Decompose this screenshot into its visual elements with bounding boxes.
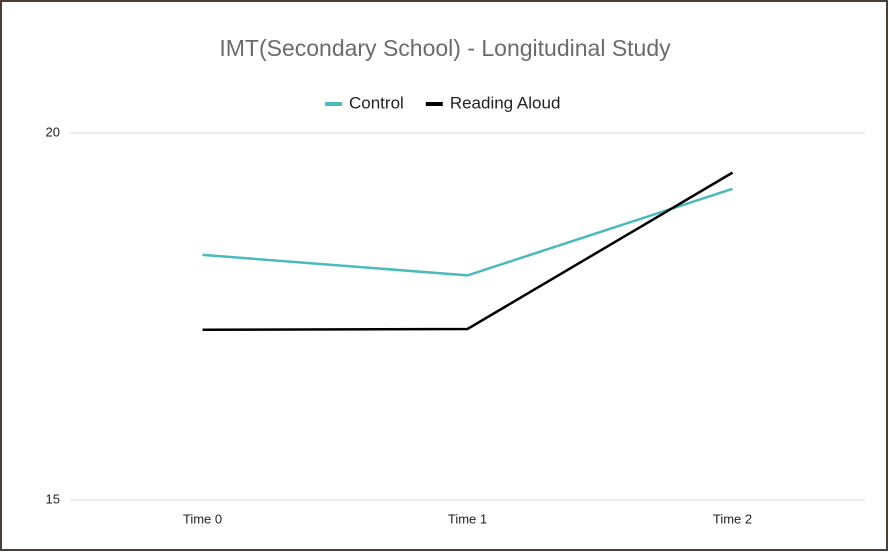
legend-label: Control [349, 93, 404, 112]
x-tick-label: Time 2 [713, 511, 752, 526]
y-tick-label: 15 [46, 491, 60, 506]
x-tick-label: Time 0 [183, 511, 222, 526]
x-tick-label: Time 1 [448, 511, 487, 526]
y-tick-label: 20 [46, 124, 60, 139]
data-line [202, 171, 734, 331]
data-line [202, 187, 733, 277]
chart-title: IMT(Secondary School) - Longitudinal Stu… [219, 35, 671, 61]
legend-label: Reading Aloud [450, 93, 561, 112]
